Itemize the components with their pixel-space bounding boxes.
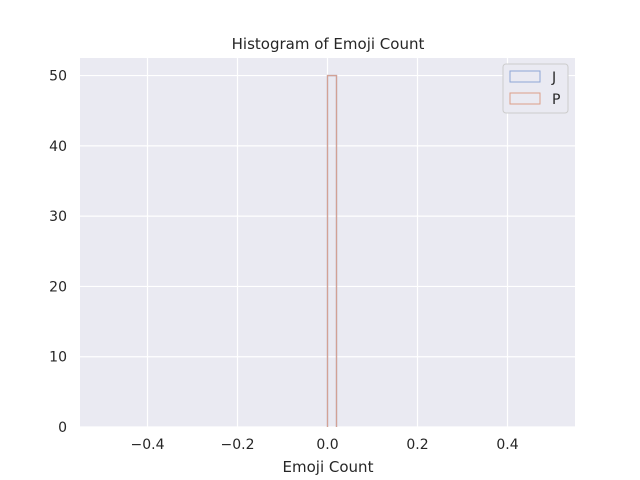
x-tick-label: 0.4: [496, 437, 518, 453]
y-tick-label: 40: [49, 139, 67, 155]
x-tick-label: −0.2: [221, 437, 255, 453]
legend-label-p: P: [552, 92, 560, 108]
y-tick-label: 20: [49, 279, 67, 295]
legend: J P: [502, 63, 569, 114]
legend-box: [502, 63, 569, 114]
x-tick-label: 0.0: [316, 437, 338, 453]
chart-title: Histogram of Emoji Count: [232, 35, 425, 53]
x-axis-label: Emoji Count: [283, 458, 374, 476]
legend-swatch-j: [509, 70, 541, 83]
y-tick-label: 10: [49, 350, 67, 366]
legend-label-j: J: [551, 70, 556, 86]
x-tick-label: −0.4: [131, 437, 165, 453]
x-tick-label: 0.2: [406, 437, 428, 453]
legend-swatch-p: [509, 92, 541, 105]
x-tick-labels: −0.4 −0.2 0.0 0.2 0.4: [131, 437, 519, 453]
histogram-bar-p: [326, 74, 338, 427]
y-tick-label: 30: [49, 209, 67, 225]
y-tick-label: 50: [49, 69, 67, 85]
y-tick-label: 0: [58, 420, 67, 436]
y-tick-labels: 0 10 20 30 40 50: [49, 69, 67, 436]
histogram-bars: [326, 74, 338, 427]
